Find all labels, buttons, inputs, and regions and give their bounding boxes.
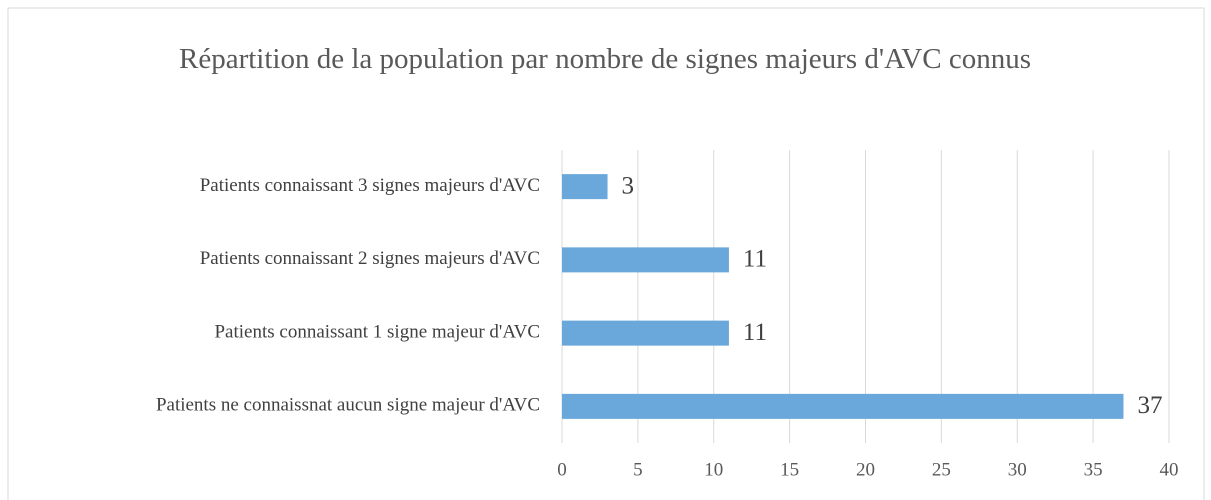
x-tick-label: 10 <box>704 459 723 480</box>
y-tick-label: Patients connaissant 3 signes majeurs d'… <box>200 175 540 196</box>
x-tick-label: 5 <box>633 459 643 480</box>
data-label: 3 <box>622 172 635 199</box>
x-tick-label: 30 <box>1008 459 1027 480</box>
x-tick-label: 35 <box>1084 459 1103 480</box>
bar <box>562 320 729 346</box>
y-tick-label: Patients ne connaissnat aucun signe maje… <box>156 395 540 416</box>
chart-frame <box>7 7 1205 500</box>
bar <box>562 247 729 273</box>
data-label: 37 <box>1137 392 1162 419</box>
x-tick-label: 40 <box>1160 459 1179 480</box>
data-label: 11 <box>743 319 767 346</box>
x-tick-label: 0 <box>557 459 567 480</box>
x-tick-label: 20 <box>856 459 875 480</box>
chart-title: Répartition de la population par nombre … <box>179 43 1031 75</box>
data-label: 11 <box>743 246 767 273</box>
y-tick-label: Patients connaissant 2 signes majeurs d'… <box>200 248 540 269</box>
x-tick-label: 15 <box>780 459 799 480</box>
x-tick-label: 25 <box>932 459 951 480</box>
bar <box>562 393 1124 419</box>
y-tick-label: Patients connaissant 1 signe majeur d'AV… <box>214 321 540 342</box>
bar <box>562 174 608 200</box>
